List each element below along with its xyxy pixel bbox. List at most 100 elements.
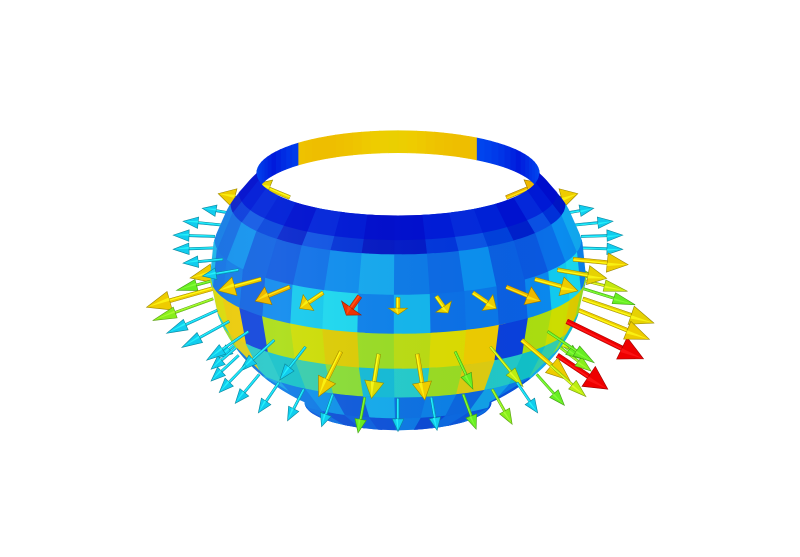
arrow-head-shine bbox=[358, 419, 361, 433]
arrow-head bbox=[165, 318, 189, 334]
arrow-head-shine bbox=[287, 407, 294, 421]
vector-arrow bbox=[434, 294, 452, 314]
vector-arrow bbox=[318, 350, 343, 398]
vector-arrow bbox=[411, 353, 432, 401]
arrow-head-shine bbox=[464, 374, 473, 390]
arrow-head-shine bbox=[211, 358, 222, 370]
arrow-highlight bbox=[520, 340, 552, 367]
arrow-head bbox=[172, 229, 190, 242]
arrow-highlight bbox=[454, 351, 467, 376]
vector-arrow bbox=[391, 398, 405, 433]
vector-arrow bbox=[387, 297, 409, 316]
arrow-highlight bbox=[581, 235, 608, 238]
rim-inner-facet bbox=[406, 130, 417, 154]
rim-inner-facet bbox=[425, 131, 435, 155]
arrow-head-shine bbox=[176, 283, 197, 291]
arrow-highlight bbox=[188, 234, 215, 237]
arrow-head-shine bbox=[202, 271, 217, 277]
vector-arrow bbox=[581, 296, 655, 325]
arrow-head-shine bbox=[218, 283, 235, 291]
rim-inner-facet bbox=[490, 140, 499, 166]
rim-front-lip bbox=[238, 173, 558, 241]
rim-inner-facet bbox=[443, 132, 453, 157]
vector-arrow bbox=[471, 290, 497, 311]
arrow-highlight bbox=[243, 373, 260, 393]
arrow-head-shine bbox=[173, 233, 190, 236]
arrow-highlight bbox=[252, 339, 275, 360]
arrow-highlight bbox=[430, 397, 435, 418]
arrow-head-shine bbox=[577, 361, 592, 372]
vector-arrow bbox=[453, 350, 474, 390]
arrow-highlight bbox=[234, 278, 262, 287]
arrow-highlight bbox=[174, 298, 214, 313]
rim-inner-facet bbox=[416, 130, 426, 154]
arrow-head bbox=[465, 413, 477, 430]
rim-inner-facet bbox=[397, 130, 408, 154]
arrow-highlight bbox=[573, 259, 608, 264]
arrow-highlight bbox=[188, 247, 215, 249]
rim-inner-facet bbox=[261, 158, 265, 185]
arrow-head-shine bbox=[440, 306, 449, 313]
rim-inner-facet bbox=[451, 133, 461, 158]
rim-inner-facet bbox=[388, 130, 399, 154]
arrow-head-shine bbox=[206, 347, 223, 361]
arrow-highlight bbox=[267, 285, 290, 296]
arrow-head-shine bbox=[418, 382, 425, 400]
arrow-head-shine bbox=[146, 297, 170, 308]
rim-inner-layer bbox=[256, 130, 540, 196]
arrow-highlight bbox=[268, 187, 291, 198]
arrow-head bbox=[605, 252, 629, 273]
vector-arrow bbox=[489, 345, 524, 388]
arrow-highlight bbox=[359, 397, 365, 420]
vector-arrow bbox=[534, 276, 579, 297]
arrow-highlight bbox=[505, 286, 528, 297]
arrow-head-shine bbox=[620, 348, 644, 359]
arrow-head-shine bbox=[560, 286, 578, 291]
rim-inner-facet bbox=[352, 131, 362, 156]
arrow-head bbox=[152, 306, 178, 321]
arrow-head-shine bbox=[279, 366, 290, 381]
rim-inner-facet bbox=[468, 136, 477, 161]
arrow-highlight bbox=[307, 291, 324, 303]
rim-inner-facet bbox=[291, 142, 299, 168]
rim-inner-facet bbox=[319, 136, 328, 161]
arrow-head-shine bbox=[321, 413, 326, 427]
vector-arrow bbox=[182, 255, 224, 268]
arrow-head-shine bbox=[485, 302, 497, 309]
rim-inner-facet bbox=[524, 153, 529, 180]
vector-arrow bbox=[172, 242, 216, 255]
arrow-head-shine bbox=[395, 418, 398, 432]
arrow-head bbox=[602, 279, 628, 292]
vector-arrow bbox=[180, 320, 230, 348]
rim-inner-facet bbox=[528, 156, 533, 183]
vector-arrow bbox=[428, 396, 441, 432]
arrow-head bbox=[586, 265, 608, 286]
arrow-highlight bbox=[222, 330, 249, 350]
rim-inner-facet bbox=[483, 139, 492, 164]
front-arrows-layer bbox=[165, 252, 651, 434]
arrow-highlight bbox=[288, 346, 306, 368]
vector-arrow bbox=[461, 393, 477, 430]
arrow-head-shine bbox=[166, 322, 186, 334]
arrow-head bbox=[257, 397, 272, 414]
arrow-highlight bbox=[578, 310, 628, 332]
arrow-head bbox=[574, 356, 592, 372]
vector-arrow bbox=[182, 216, 224, 229]
vector-arrow bbox=[354, 396, 367, 434]
rim-inner-facet bbox=[379, 130, 390, 154]
rim-inner-facet bbox=[476, 137, 485, 162]
arrow-head-shine bbox=[579, 208, 594, 213]
arrow-highlight bbox=[489, 346, 511, 372]
rim-inner-facet bbox=[304, 139, 313, 164]
rim-inner-facet bbox=[343, 132, 353, 157]
arrow-head bbox=[218, 377, 234, 394]
vector-arrow bbox=[577, 308, 651, 340]
rim-inner-facet bbox=[509, 146, 516, 172]
arrow-head-shine bbox=[604, 285, 628, 292]
arrow-head bbox=[581, 365, 609, 390]
vector-arrow bbox=[535, 373, 565, 406]
arrow-head bbox=[364, 379, 385, 400]
